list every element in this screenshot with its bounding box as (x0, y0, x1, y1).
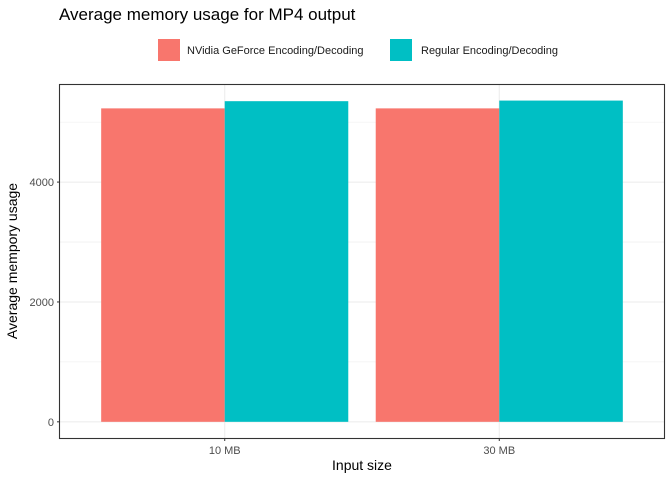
x-tick-label: 10 MB (209, 445, 241, 457)
legend-swatch-nvidia (158, 39, 180, 61)
legend-label-nvidia: NVidia GeForce Encoding/Decoding (187, 45, 364, 57)
legend: NVidia GeForce Encoding/Decoding Regular… (158, 39, 558, 61)
x-axis-title: Input size (332, 457, 392, 473)
bar-regular-30mb (499, 100, 623, 422)
y-tick-label: 2000 (30, 297, 54, 309)
bar-nvidia-10mb (101, 108, 225, 422)
bar-regular-10mb (224, 101, 349, 422)
chart-title: Average memory usage for MP4 output (59, 5, 356, 24)
legend-swatch-regular (390, 39, 412, 61)
x-axis-ticks: 10 MB 30 MB (209, 438, 515, 457)
legend-label-regular: Regular Encoding/Decoding (421, 45, 558, 57)
y-axis-title: Average mempory usage (4, 183, 20, 339)
plot-panel-border (58, 83, 666, 440)
y-axis-ticks: 0 2000 4000 (30, 177, 60, 429)
y-tick-label: 0 (48, 417, 54, 429)
bar-nvidia-30mb (375, 108, 500, 422)
bars (101, 100, 623, 422)
y-tick-label: 4000 (30, 177, 54, 189)
x-tick-label: 30 MB (483, 445, 515, 457)
